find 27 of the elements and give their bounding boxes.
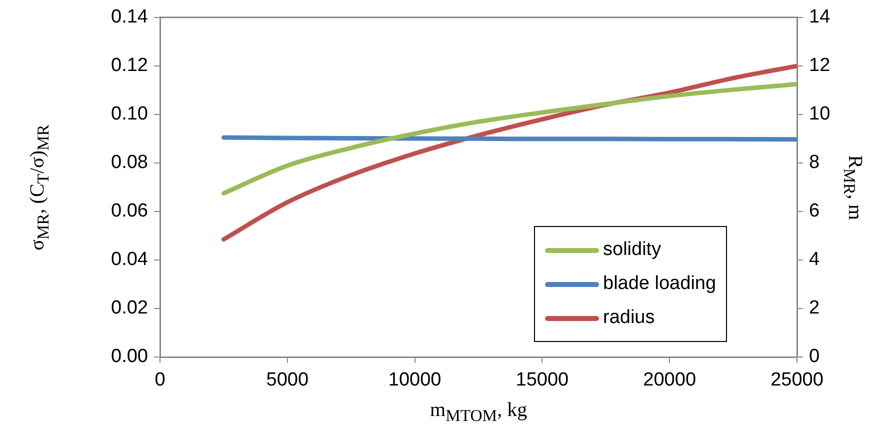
y-tick-label: 0.10: [111, 104, 148, 125]
x-tick-label: 15000: [516, 370, 569, 391]
y-tick-label: 0.06: [111, 200, 148, 222]
y-tick-label: 0.08: [111, 152, 148, 174]
x-axis-title: m$_{MTOM}$, kg: [430, 398, 528, 426]
y-tick-label: 0.12: [111, 55, 148, 76]
legend-label: radius: [603, 307, 655, 329]
y2-tick-label: 6: [809, 200, 820, 222]
y-tick-label: 0.00: [111, 346, 148, 368]
y2-tick-label: 2: [809, 298, 820, 319]
line-series: [221, 82, 797, 196]
x-tick-label: 5000: [266, 370, 309, 391]
y2-tick-label: 0: [809, 346, 820, 368]
x-tick-label: 20000: [643, 370, 696, 391]
x-tick-label: 10000: [388, 370, 442, 391]
y2-tick-label: 8: [809, 152, 820, 174]
legend-label: blade loading: [603, 273, 716, 295]
y2-tick-label: 10: [809, 104, 830, 125]
y2-tick-label: 12: [809, 55, 830, 76]
y-tick-label: 0.14: [111, 6, 148, 28]
y2-tick-label: 14: [809, 6, 831, 28]
legend-label: solidity: [603, 239, 662, 261]
y-tick-label: 0.02: [111, 298, 148, 319]
y-tick-label: 0.04: [111, 249, 148, 270]
x-tick-label: 0: [154, 370, 166, 391]
y2-tick-label: 4: [809, 249, 820, 270]
x-tick-label: 25000: [770, 370, 824, 391]
